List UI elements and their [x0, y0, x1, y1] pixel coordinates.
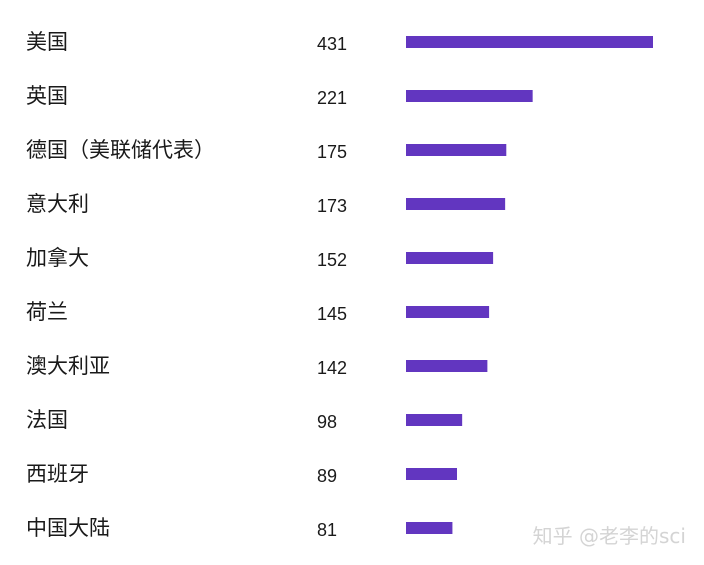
bar	[406, 252, 494, 264]
value-label: 431	[317, 34, 347, 54]
bar	[406, 522, 453, 534]
bar	[406, 414, 463, 426]
bar	[406, 468, 458, 480]
value-label: 89	[317, 466, 337, 486]
value-label: 152	[317, 250, 347, 270]
value-label: 175	[317, 142, 347, 162]
bar	[406, 360, 488, 372]
category-label: 澳大利亚	[26, 354, 110, 378]
category-label: 美国	[26, 30, 68, 54]
value-label: 145	[317, 304, 347, 324]
category-label: 加拿大	[26, 246, 89, 270]
category-label: 意大利	[26, 192, 89, 216]
category-label: 中国大陆	[26, 516, 110, 540]
bar	[406, 90, 533, 102]
watermark-text: 知乎 @老李的sci	[532, 524, 686, 548]
value-label: 221	[317, 88, 347, 108]
value-label: 173	[317, 196, 347, 216]
bar	[406, 306, 490, 318]
category-label: 荷兰	[26, 300, 68, 324]
value-label: 81	[317, 520, 337, 540]
bar	[406, 144, 507, 156]
bar	[406, 36, 653, 48]
category-label: 法国	[26, 408, 68, 432]
value-label: 98	[317, 412, 337, 432]
value-label: 142	[317, 358, 347, 378]
bar	[406, 198, 506, 210]
category-label: 西班牙	[26, 462, 89, 486]
category-label: 英国	[26, 84, 68, 108]
category-label: 德国（美联储代表）	[26, 138, 215, 162]
